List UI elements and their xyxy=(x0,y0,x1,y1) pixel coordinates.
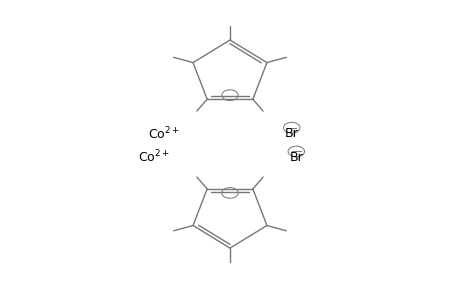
Text: Br: Br xyxy=(289,151,302,164)
Text: Br: Br xyxy=(284,127,298,140)
Text: Co$^{2+}$: Co$^{2+}$ xyxy=(147,125,179,142)
Text: Co$^{2+}$: Co$^{2+}$ xyxy=(138,149,170,166)
